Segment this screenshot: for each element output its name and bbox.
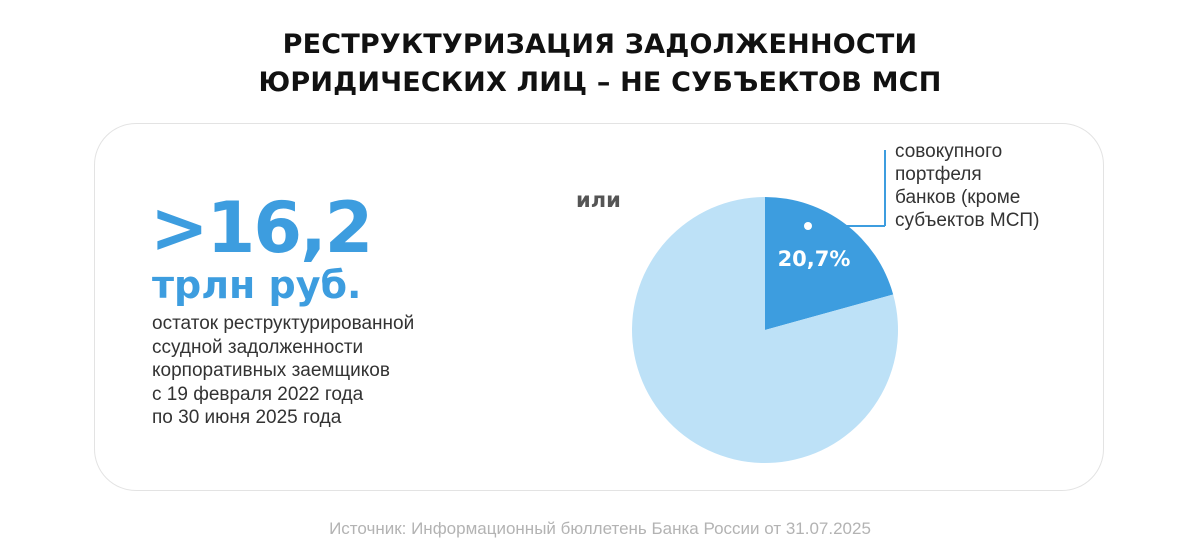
slice-label-primary: 20,7% [778,247,851,271]
pie-slices [632,197,898,464]
stat-description-line-2: ссудной задолженности [152,336,364,358]
pie-slice-2 [632,197,898,464]
slice-annotation-line-1: совокупного [895,141,1003,162]
stat-value: >16,2 [150,187,373,269]
stat-description-line-5: по 30 июня 2025 года [152,407,342,428]
stat-description-line-1: остаток реструктурированной [152,313,415,334]
slice-annotation-line-2: портфеля [895,164,982,185]
slice-annotation-line-4: субъектов МСП) [895,210,1040,231]
slice-annotation-line-3: банков (кроме [895,187,1021,208]
source-note: Источник: Информационный бюллетень Банка… [329,519,871,538]
stat-description-line-4: с 19 февраля 2022 года [152,383,364,405]
connector-text: или [576,188,621,212]
slice-annotation: совокупного портфеля банков (кроме субъе… [895,140,1095,232]
content-card [94,123,1104,491]
callout-dot [804,222,812,230]
stat-description: остаток реструктурированной ссудной задо… [152,312,512,430]
stat-description-line-3: корпоративных заемщиков [152,360,390,381]
pie-slice-1 [765,197,894,330]
chart-title: РЕСТРУКТУРИЗАЦИЯ ЗАДОЛЖЕННОСТИ ЮРИДИЧЕСК… [0,26,1200,102]
chart-title-line-1: РЕСТРУКТУРИЗАЦИЯ ЗАДОЛЖЕННОСТИ [282,29,918,60]
stat-unit: трлн руб. [152,263,362,307]
chart-title-line-2: ЮРИДИЧЕСКИХ ЛИЦ – НЕ СУБЪЕКТОВ МСП [258,67,942,98]
